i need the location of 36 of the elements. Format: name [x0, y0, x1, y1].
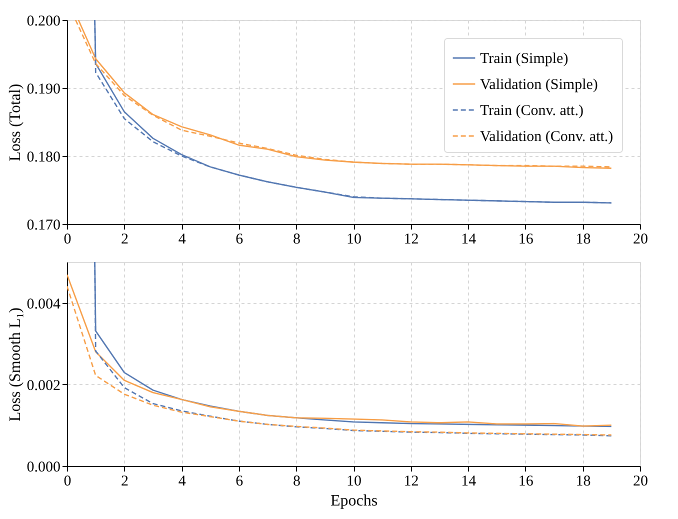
y-tick-label: 0.180 — [26, 150, 60, 166]
x-tick-label: 8 — [292, 474, 300, 490]
x-tick-label: 10 — [346, 232, 362, 248]
x-tick-label: 14 — [461, 474, 477, 490]
x-tick-label: 2 — [121, 232, 129, 248]
x-tick-label: 12 — [404, 474, 419, 490]
x-tick-label: 18 — [576, 474, 591, 490]
legend-label: Validation (Conv. att.) — [480, 129, 614, 145]
x-axis-title: Epochs — [330, 492, 378, 510]
y-tick-label: 0.000 — [26, 460, 60, 476]
legend-label: Train (Simple) — [480, 51, 568, 67]
x-tick-label: 18 — [576, 232, 591, 248]
x-tick-label: 6 — [236, 474, 244, 490]
x-tick-label: 16 — [518, 232, 534, 248]
x-tick-label: 4 — [178, 232, 186, 248]
x-tick-label: 4 — [178, 474, 186, 490]
x-tick-label: 20 — [633, 232, 648, 248]
x-tick-label: 20 — [633, 474, 648, 490]
x-tick-label: 6 — [236, 232, 244, 248]
x-tick-label: 16 — [518, 474, 534, 490]
x-tick-label: 0 — [64, 474, 72, 490]
y-tick-label: 0.004 — [26, 296, 61, 312]
y-tick-label: 0.170 — [26, 218, 60, 234]
x-tick-label: 10 — [346, 474, 362, 490]
legend-label: Validation (Simple) — [480, 77, 598, 93]
y-tick-label: 0.190 — [26, 82, 60, 98]
x-tick-label: 2 — [121, 474, 129, 490]
x-tick-label: 14 — [461, 232, 477, 248]
y-tick-label: 0.200 — [26, 14, 60, 30]
legend-label: Train (Conv. att.) — [480, 103, 584, 119]
y-tick-label: 0.002 — [26, 378, 60, 394]
x-tick-label: 0 — [64, 232, 72, 248]
y-axis-title: Loss (Total) — [6, 84, 24, 162]
x-tick-label: 12 — [404, 232, 419, 248]
x-tick-label: 8 — [292, 232, 300, 248]
y-axis-title: Loss (Smooth L₁) — [6, 307, 24, 422]
